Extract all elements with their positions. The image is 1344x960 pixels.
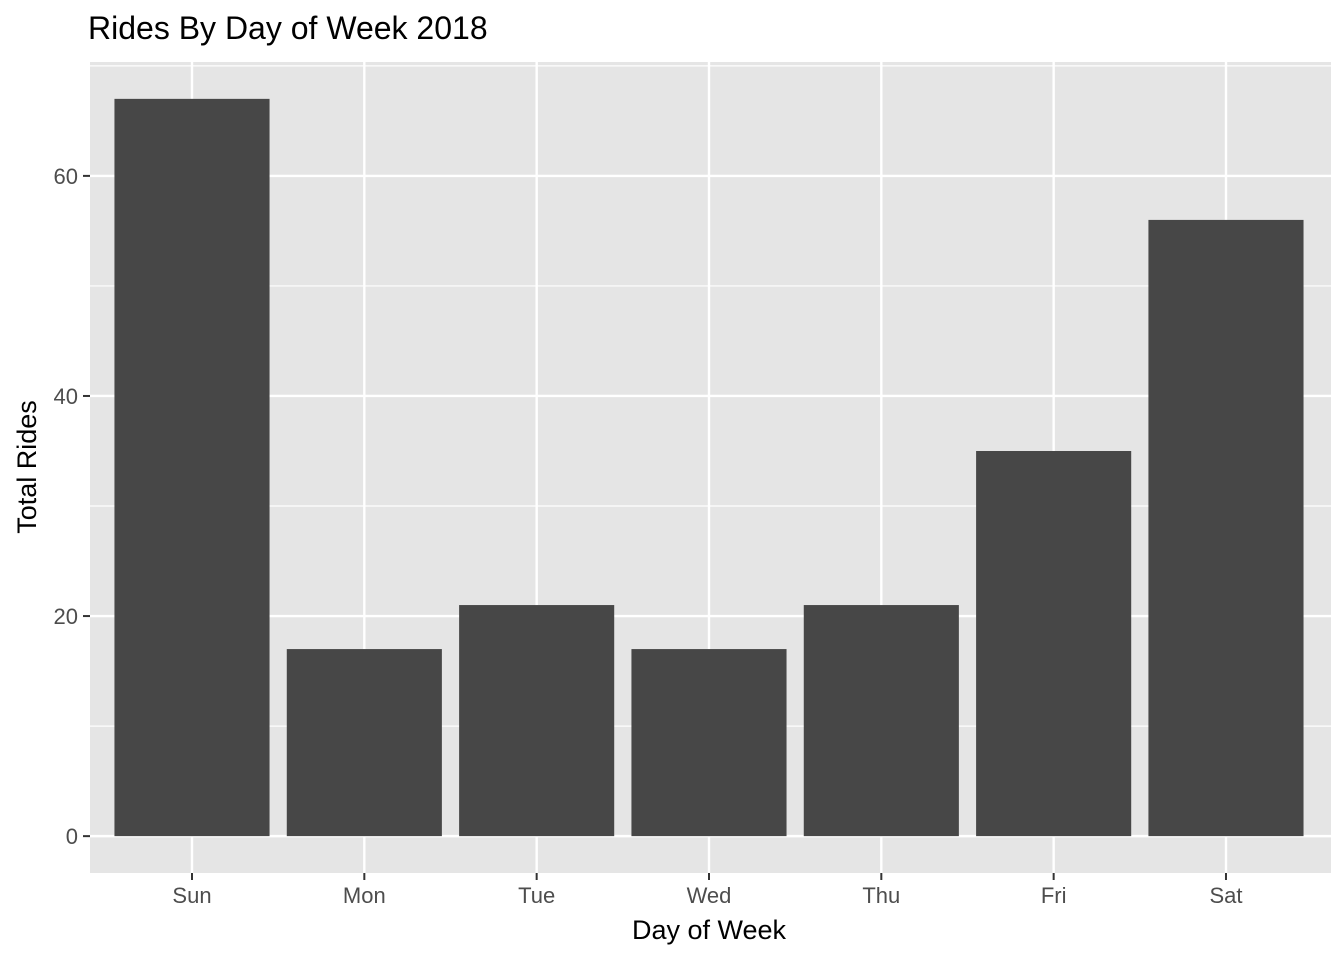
x-axis-title: Day of Week bbox=[632, 915, 787, 945]
bar-wed bbox=[631, 649, 787, 837]
bar-sun bbox=[114, 98, 270, 837]
bar-series bbox=[114, 98, 1304, 837]
y-tick-label-3: 60 bbox=[54, 164, 78, 189]
bar-sat bbox=[1148, 219, 1304, 837]
x-tick-label-sun: Sun bbox=[172, 883, 211, 908]
bar-thu bbox=[803, 605, 959, 837]
x-tick-label-mon: Mon bbox=[343, 883, 386, 908]
x-axis: Sun Mon Tue Wed Thu Fri Sat bbox=[172, 873, 1242, 908]
x-tick-label-thu: Thu bbox=[862, 883, 900, 908]
y-axis-title: Total Rides bbox=[12, 400, 42, 534]
x-tick-label-tue: Tue bbox=[518, 883, 555, 908]
y-tick-label-2: 40 bbox=[54, 384, 78, 409]
bar-tue bbox=[459, 605, 615, 837]
y-tick-label-1: 20 bbox=[54, 604, 78, 629]
x-tick-label-fri: Fri bbox=[1041, 883, 1067, 908]
x-tick-label-wed: Wed bbox=[687, 883, 732, 908]
bar-mon bbox=[286, 649, 442, 837]
y-tick-label-0: 0 bbox=[66, 824, 78, 849]
x-tick-label-sat: Sat bbox=[1209, 883, 1242, 908]
y-axis: 0 20 40 60 bbox=[54, 164, 90, 849]
bar-fri bbox=[976, 450, 1132, 837]
chart-title: Rides By Day of Week 2018 bbox=[88, 10, 488, 46]
